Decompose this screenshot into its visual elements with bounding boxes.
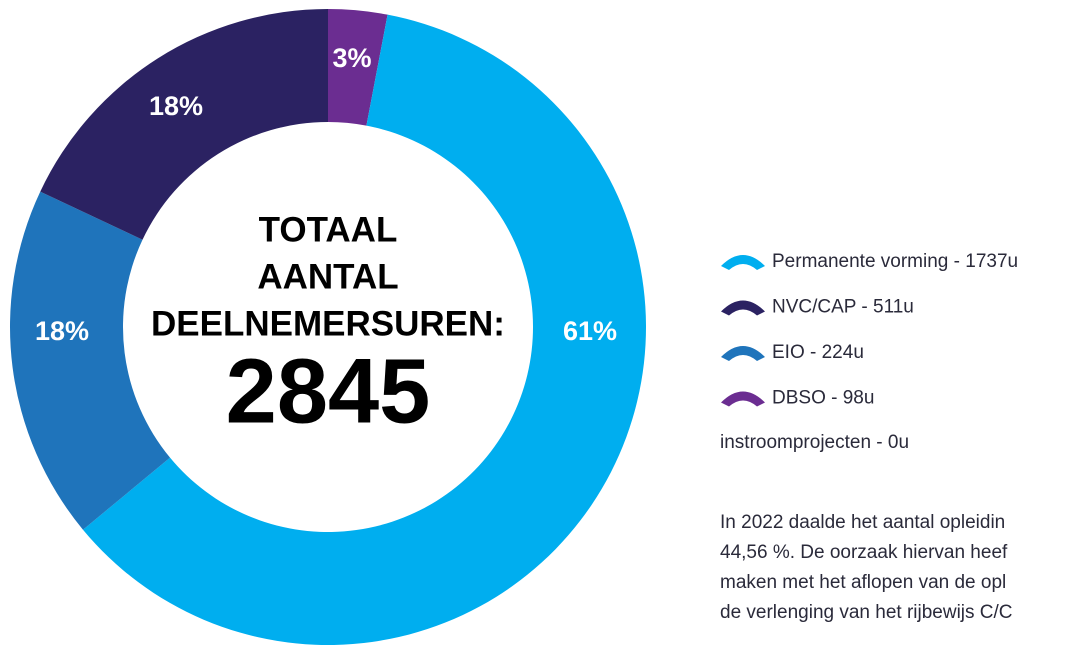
legend-icon: [721, 346, 765, 361]
center-title: TOTAAL: [259, 210, 398, 249]
paragraph-line: maken met het aflopen van de opl: [720, 572, 1006, 593]
paragraph-line: 44,56 %. De oorzaak hiervan heef: [720, 542, 1008, 563]
legend-extra: instroomprojecten - 0u: [720, 432, 909, 453]
donut-slice: [328, 9, 388, 126]
legend-label: Permanente vorming - 1737u: [772, 251, 1018, 272]
slice-label: 18%: [35, 316, 89, 346]
legend-icon: [721, 255, 765, 270]
slice-label: 61%: [563, 316, 617, 346]
center-title: AANTAL: [257, 257, 398, 296]
legend-icon: [721, 391, 765, 407]
legend-label: DBSO - 98u: [772, 388, 874, 409]
center-total: 2845: [226, 340, 431, 442]
donut-slice: [82, 14, 646, 645]
slice-label: 18%: [149, 91, 203, 121]
donut-slice: [40, 9, 329, 240]
donut-slice: [10, 191, 171, 530]
legend-label: EIO - 224u: [772, 342, 864, 363]
center-title: DEELNEMERSUREN:: [151, 304, 505, 343]
legend-label: NVC/CAP - 511u: [772, 297, 914, 318]
paragraph-line: de verlenging van het rijbewijs C/C: [720, 602, 1013, 623]
slice-label: 3%: [332, 43, 371, 73]
legend-icon: [721, 300, 765, 316]
paragraph-line: In 2022 daalde het aantal opleidin: [720, 512, 1005, 533]
